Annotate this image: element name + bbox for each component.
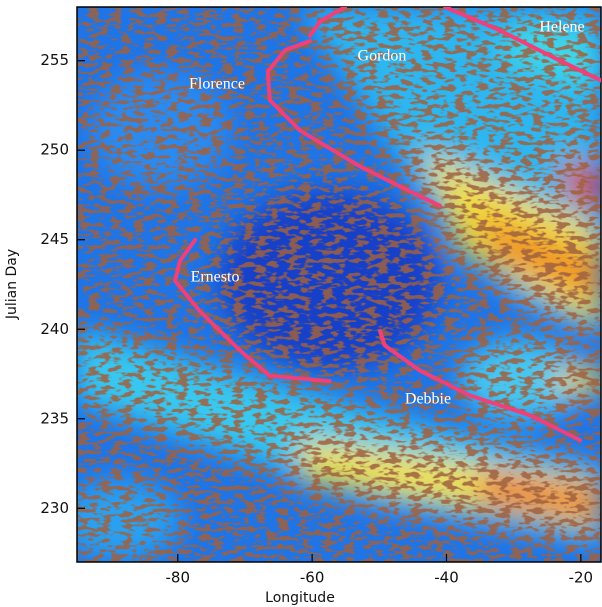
y-tick-label: 230	[40, 499, 69, 517]
x-tick-label: -80	[166, 569, 191, 587]
x-tick-label: -60	[300, 569, 325, 587]
storm-label: Gordon	[358, 48, 407, 65]
storm-track	[377, 329, 583, 443]
storm-track	[173, 237, 332, 384]
tracks	[173, 7, 601, 443]
y-tick-label: 250	[40, 141, 69, 159]
storm-label: Debbie	[405, 391, 451, 408]
x-axis-title: Longitude	[265, 590, 335, 606]
storm-track	[308, 7, 348, 38]
storm-track	[443, 7, 601, 83]
x-tick-label: -20	[569, 569, 594, 587]
y-tick-label: 235	[40, 409, 69, 427]
x-tick-label: -40	[434, 569, 459, 587]
y-tick-label: 245	[40, 230, 69, 248]
y-tick-label: 255	[40, 51, 69, 69]
storm-label: Ernesto	[191, 269, 240, 286]
plot-frame	[76, 6, 602, 563]
storm-track	[265, 39, 442, 208]
heatmap-background	[77, 7, 601, 562]
storm-label: Florence	[189, 76, 245, 93]
y-axis-title: Julian Day	[4, 249, 20, 320]
storm-label: Helene	[539, 19, 584, 36]
y-tick-label: 240	[40, 320, 69, 338]
